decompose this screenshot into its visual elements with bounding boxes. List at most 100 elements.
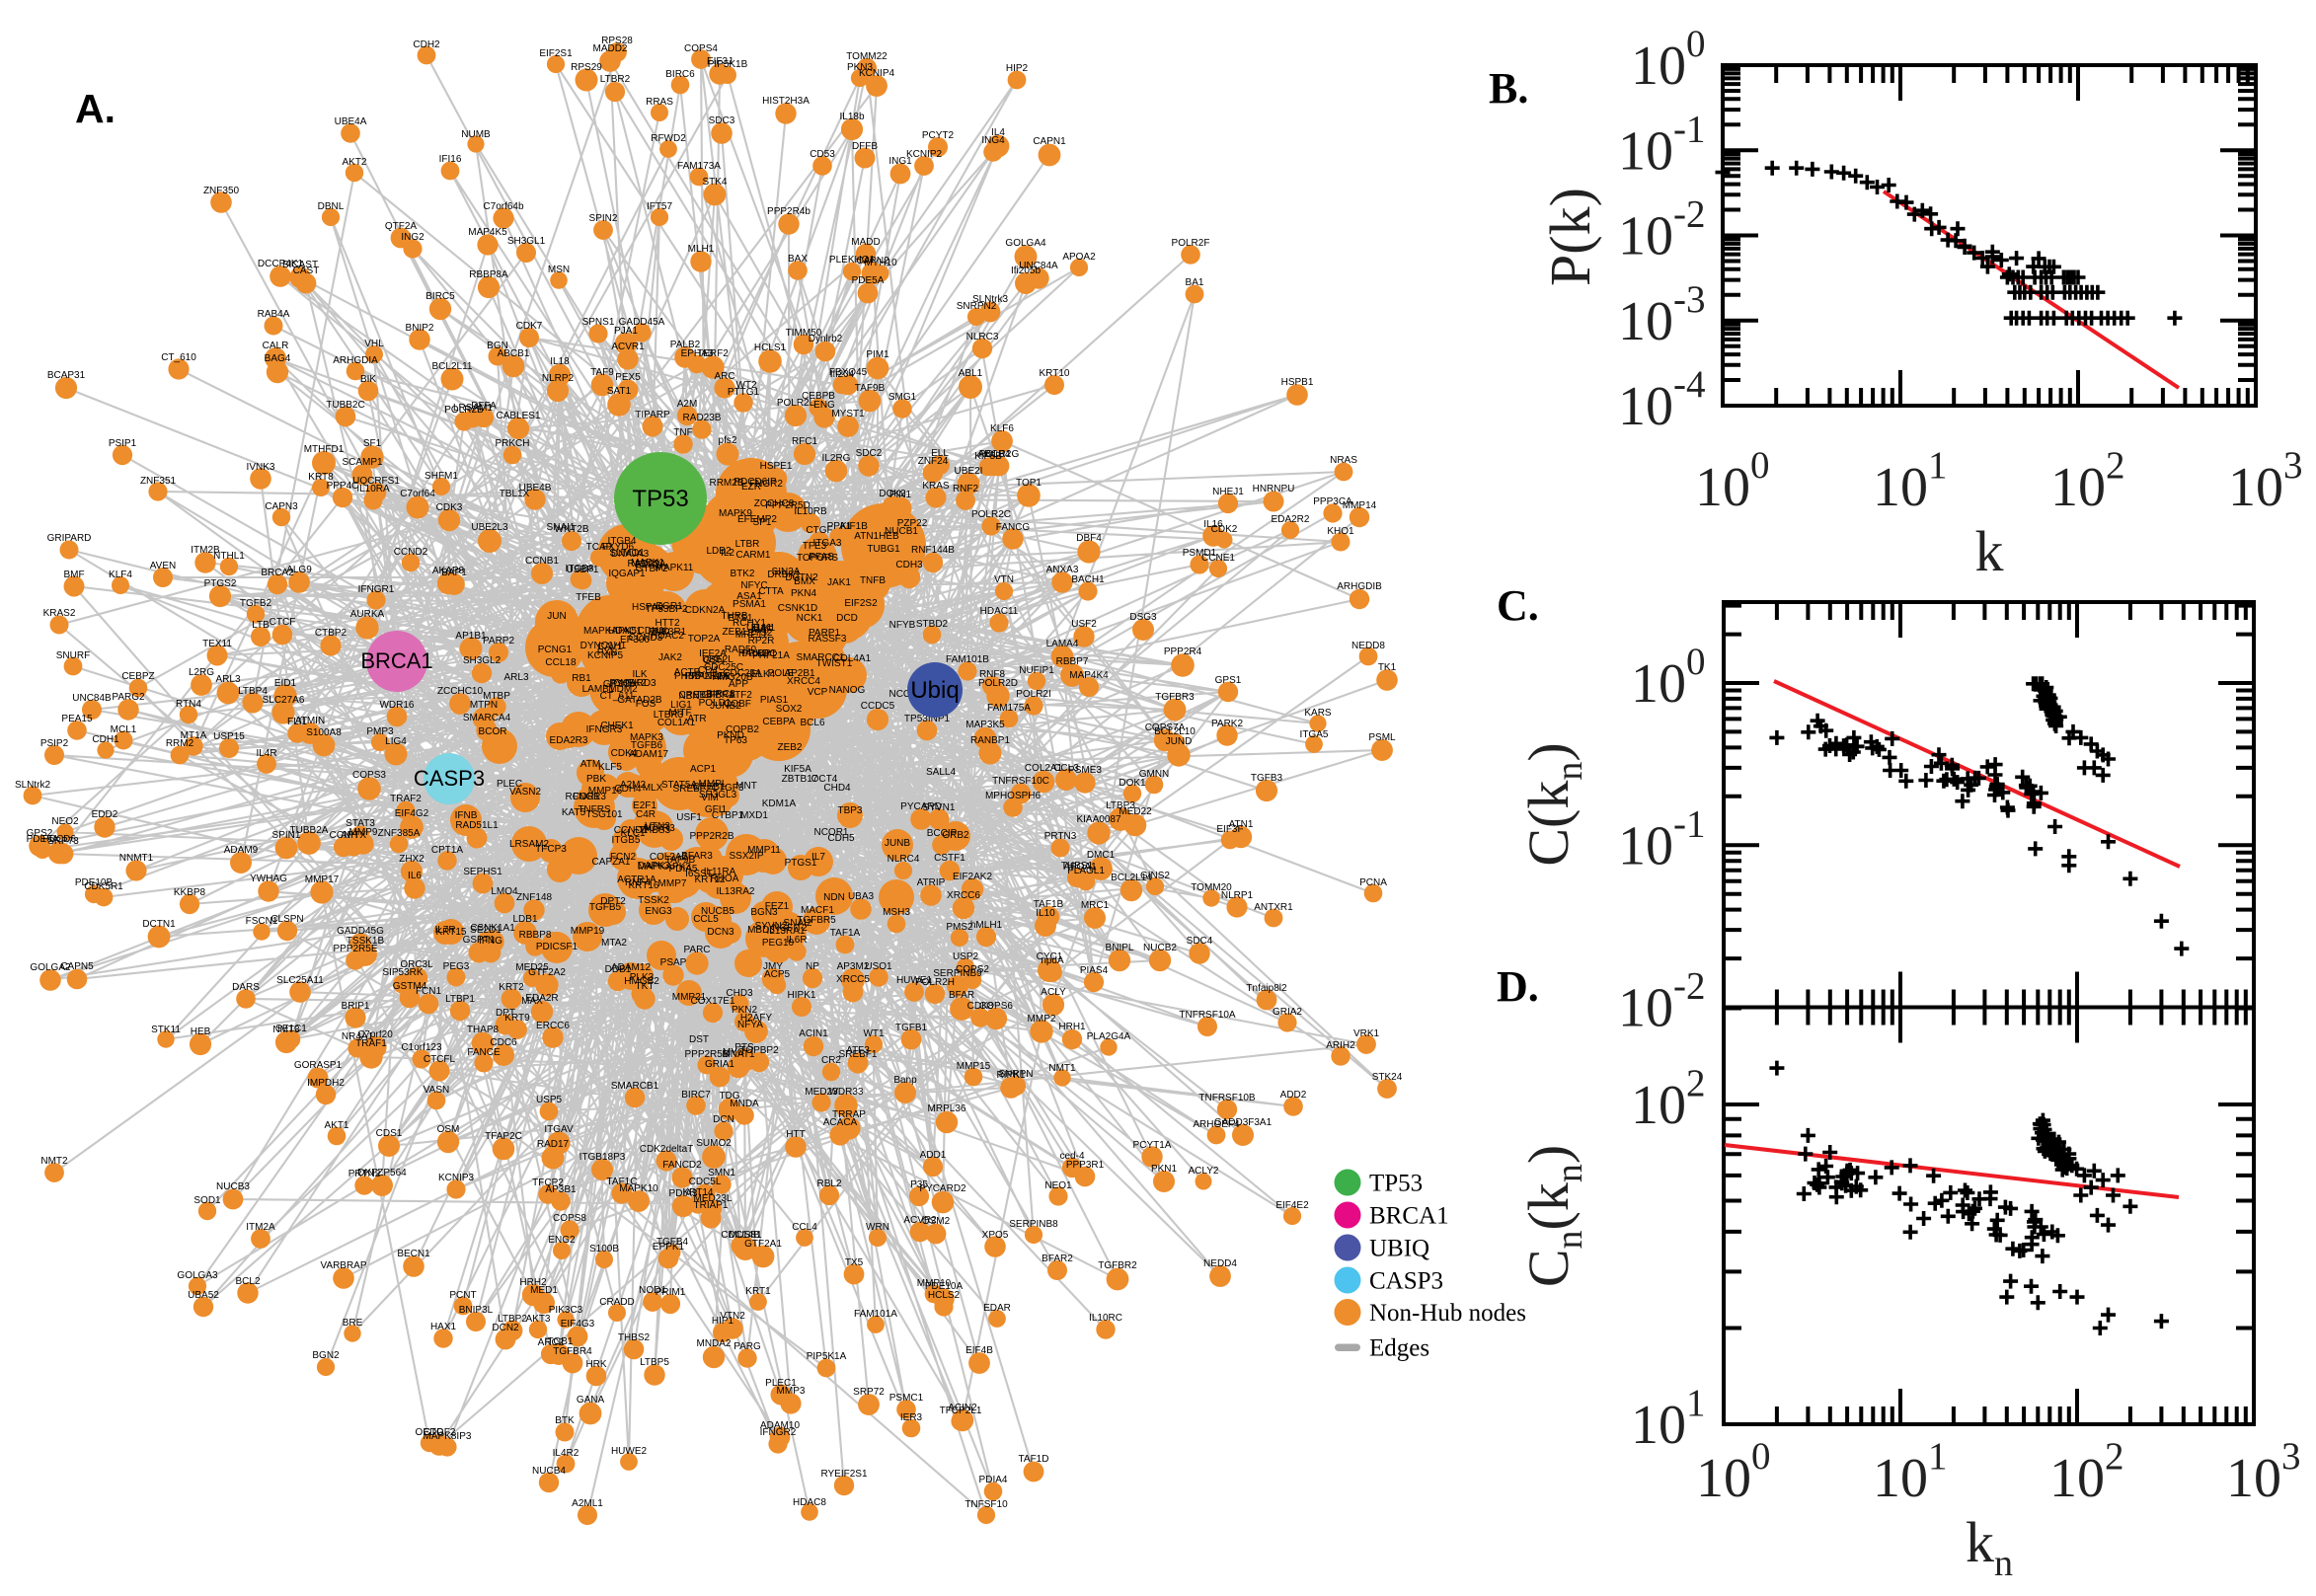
svg-text:HSPA9: HSPA9 <box>632 602 663 613</box>
svg-text:TUBG1: TUBG1 <box>867 544 900 555</box>
svg-text:ELK4: ELK4 <box>751 669 776 680</box>
svg-text:PTTG1: PTTG1 <box>728 387 760 398</box>
svg-text:FANCE: FANCE <box>467 1047 501 1058</box>
svg-text:COPS4: COPS4 <box>684 43 718 54</box>
svg-text:PIM1: PIM1 <box>866 349 889 360</box>
svg-text:UBE2L3: UBE2L3 <box>471 522 508 533</box>
svg-text:CDK2: CDK2 <box>1211 524 1238 535</box>
svg-text:ENG2: ENG2 <box>548 1235 576 1246</box>
svg-text:10: 10 <box>2049 1448 2105 1509</box>
svg-text:TFE3: TFE3 <box>803 541 827 552</box>
svg-text:LIG4: LIG4 <box>385 736 407 747</box>
svg-text:TERF2: TERF2 <box>697 348 729 359</box>
svg-text:IL11RA: IL11RA <box>704 867 736 877</box>
svg-text:TGFB4: TGFB4 <box>656 1237 689 1248</box>
svg-text:CYC1: CYC1 <box>1037 951 1063 962</box>
svg-text:RAD50: RAD50 <box>725 645 757 655</box>
svg-text:RALBP1: RALBP1 <box>738 648 777 659</box>
svg-text:PXN: PXN <box>597 647 618 658</box>
svg-text:WDR33: WDR33 <box>828 1087 863 1098</box>
svg-text:KRT14: KRT14 <box>683 1187 714 1198</box>
svg-text:RFC1: RFC1 <box>792 436 818 447</box>
svg-text:CEBPB: CEBPB <box>802 391 835 402</box>
svg-text:MTBP: MTBP <box>483 691 510 702</box>
svg-text:PRTN2: PRTN2 <box>348 1169 381 1179</box>
svg-text:ERCC6: ERCC6 <box>536 1021 570 1031</box>
svg-text:ADD1: ADD1 <box>920 1150 947 1161</box>
svg-text:Tnfaip8l2: Tnfaip8l2 <box>1246 983 1287 994</box>
svg-text:ATR: ATR <box>687 714 706 724</box>
svg-text:BCCIP: BCCIP <box>927 828 958 839</box>
svg-text:hMLH1: hMLH1 <box>970 920 1003 931</box>
svg-text:EDA2R2: EDA2R2 <box>1272 514 1310 525</box>
svg-text:SSX2IP: SSX2IP <box>729 851 763 862</box>
svg-text:LTBP3: LTBP3 <box>1106 800 1135 811</box>
svg-text:ACIN2: ACIN2 <box>948 1403 977 1413</box>
svg-text:PLEKHO1: PLEKHO1 <box>829 255 876 266</box>
svg-text:KRT9: KRT9 <box>504 1013 530 1024</box>
svg-text:MAPK10: MAPK10 <box>619 1183 658 1194</box>
svg-text:NFYC: NFYC <box>740 580 767 591</box>
svg-text:PPP3R1: PPP3R1 <box>1066 1160 1105 1171</box>
svg-text:FBXO45: FBXO45 <box>829 367 868 378</box>
svg-text:HRH2: HRH2 <box>519 1277 547 1288</box>
svg-text:COX17E1: COX17E1 <box>690 996 734 1007</box>
svg-text:HAX1: HAX1 <box>430 1322 457 1332</box>
svg-text:PARC: PARC <box>683 945 710 955</box>
svg-text:DPT: DPT <box>496 1008 515 1019</box>
svg-text:TNFRS: TNFRS <box>578 804 611 815</box>
svg-text:CT_610: CT_610 <box>161 352 196 363</box>
svg-text:ZNF24: ZNF24 <box>918 456 949 467</box>
svg-text:CDC6: CDC6 <box>490 1037 517 1048</box>
svg-text:LTBP2: LTBP2 <box>498 1314 527 1325</box>
svg-text:COL1A1: COL1A1 <box>657 718 696 728</box>
svg-text:HCLS1: HCLS1 <box>754 342 787 353</box>
svg-text:TOP2A: TOP2A <box>688 634 721 645</box>
svg-text:MXD1: MXD1 <box>740 810 768 821</box>
svg-text:GOLGA4: GOLGA4 <box>1005 238 1046 249</box>
svg-text:TNFRSF10A: TNFRSF10A <box>1179 1010 1236 1021</box>
svg-text:GTF2A2: GTF2A2 <box>528 967 566 978</box>
svg-text:NOD1: NOD1 <box>639 1285 666 1296</box>
svg-text:MMPL: MMPL <box>699 779 728 790</box>
svg-text:FAM175A: FAM175A <box>987 703 1031 714</box>
svg-text:LDB2: LDB2 <box>706 546 731 557</box>
svg-text:S100A8: S100A8 <box>306 727 342 738</box>
svg-text:ZEB1: ZEB1 <box>722 627 746 638</box>
svg-text:D.: D. <box>1497 962 1539 1011</box>
svg-text:STK24: STK24 <box>1372 1072 1403 1083</box>
svg-text:PDE10B: PDE10B <box>75 877 114 888</box>
svg-text:NUCB2: NUCB2 <box>1143 943 1177 953</box>
svg-text:FNGR3: FNGR3 <box>573 792 606 802</box>
svg-text:CD53: CD53 <box>810 149 835 160</box>
svg-text:LRSAM2: LRSAM2 <box>509 839 549 850</box>
svg-text:NMT3: NMT3 <box>272 1025 300 1035</box>
svg-text:PZP22: PZP22 <box>897 518 928 529</box>
svg-text:EDD2: EDD2 <box>92 809 118 820</box>
svg-text:RAB4A: RAB4A <box>258 309 290 320</box>
svg-text:0: 0 <box>1686 23 1706 65</box>
svg-text:CSTF1: CSTF1 <box>934 853 965 864</box>
svg-text:JUN: JUN <box>547 611 566 622</box>
svg-text:PDE10A: PDE10A <box>925 1281 964 1292</box>
svg-text:SALL4: SALL4 <box>926 767 956 778</box>
svg-text:ETS1: ETS1 <box>728 613 752 624</box>
svg-text:IL7R: IL7R <box>434 925 455 936</box>
svg-text:NDN: NDN <box>823 892 845 903</box>
svg-text:ARHGDIA: ARHGDIA <box>333 355 378 366</box>
svg-text:MMP2: MMP2 <box>1028 1014 1056 1025</box>
svg-text:TSSK2: TSSK2 <box>638 895 669 906</box>
svg-text:PTGS1: PTGS1 <box>785 858 817 869</box>
svg-text:HDAC2: HDAC2 <box>651 631 684 642</box>
svg-text:NLRC4: NLRC4 <box>888 854 920 865</box>
svg-text:CAPN3: CAPN3 <box>265 501 298 512</box>
svg-text:TRIAP1: TRIAP1 <box>693 1200 728 1211</box>
svg-text:KIF5A: KIF5A <box>784 764 811 775</box>
svg-text:MRE11: MRE11 <box>735 630 768 641</box>
svg-text:CPT1A: CPT1A <box>431 845 464 856</box>
svg-text:CDC14B: CDC14B <box>721 1230 760 1241</box>
svg-text:NANOG: NANOG <box>829 685 866 696</box>
svg-text:KIF1B: KIF1B <box>840 521 868 532</box>
svg-text:NCOR1: NCOR1 <box>813 827 848 838</box>
svg-text:HDAC8: HDAC8 <box>793 1497 826 1508</box>
